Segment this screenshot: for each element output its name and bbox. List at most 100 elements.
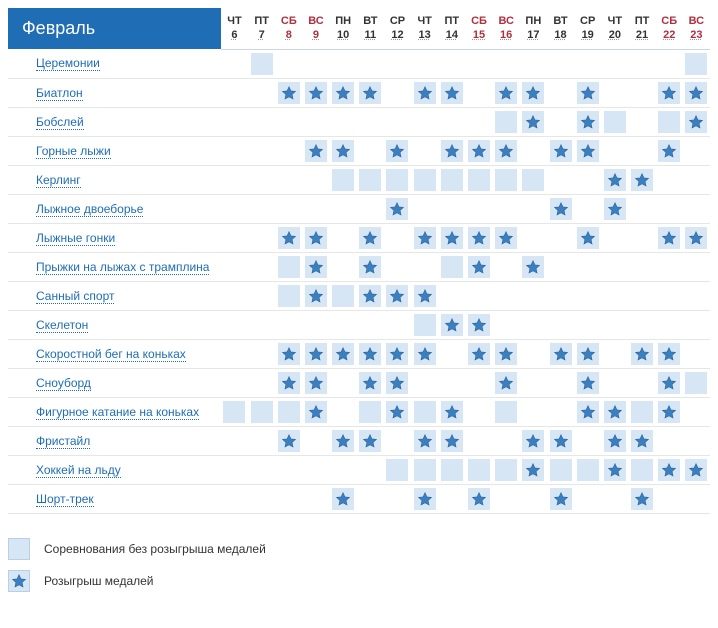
day-cell[interactable] <box>384 281 411 310</box>
day-cell[interactable] <box>628 426 655 455</box>
day-cell[interactable] <box>411 78 438 107</box>
day-cell[interactable] <box>683 368 710 397</box>
sport-link[interactable]: Бобслей <box>36 115 84 130</box>
day-cell[interactable] <box>683 107 710 136</box>
day-header[interactable]: ЧТ6 <box>221 8 248 49</box>
day-header[interactable]: СР12 <box>384 8 411 49</box>
day-cell[interactable] <box>574 78 601 107</box>
sport-link[interactable]: Горные лыжи <box>36 144 111 159</box>
day-header[interactable]: СБ8 <box>275 8 302 49</box>
day-cell[interactable] <box>384 136 411 165</box>
day-cell[interactable] <box>601 165 628 194</box>
day-cell[interactable] <box>520 107 547 136</box>
day-cell[interactable] <box>493 223 520 252</box>
day-cell[interactable] <box>384 339 411 368</box>
day-cell[interactable] <box>357 223 384 252</box>
day-cell[interactable] <box>357 397 384 426</box>
day-cell[interactable] <box>520 78 547 107</box>
day-header[interactable]: ПТ21 <box>628 8 655 49</box>
day-cell[interactable] <box>384 455 411 484</box>
day-cell[interactable] <box>601 426 628 455</box>
sport-link[interactable]: Хоккей на льду <box>36 463 121 478</box>
day-cell[interactable] <box>302 223 329 252</box>
day-cell[interactable] <box>438 397 465 426</box>
day-cell[interactable] <box>302 368 329 397</box>
day-cell[interactable] <box>465 136 492 165</box>
day-header[interactable]: ПТ7 <box>248 8 275 49</box>
day-cell[interactable] <box>493 165 520 194</box>
day-cell[interactable] <box>520 165 547 194</box>
day-cell[interactable] <box>411 281 438 310</box>
day-cell[interactable] <box>656 339 683 368</box>
day-cell[interactable] <box>656 455 683 484</box>
day-cell[interactable] <box>628 165 655 194</box>
sport-link[interactable]: Скелетон <box>36 318 88 333</box>
day-cell[interactable] <box>683 455 710 484</box>
day-cell[interactable] <box>411 455 438 484</box>
day-cell[interactable] <box>411 339 438 368</box>
day-cell[interactable] <box>302 397 329 426</box>
day-cell[interactable] <box>275 426 302 455</box>
day-cell[interactable] <box>438 165 465 194</box>
day-cell[interactable] <box>357 165 384 194</box>
day-cell[interactable] <box>411 223 438 252</box>
day-cell[interactable] <box>302 252 329 281</box>
sport-link[interactable]: Фристайл <box>36 434 90 449</box>
day-cell[interactable] <box>330 339 357 368</box>
day-header[interactable]: ЧТ13 <box>411 8 438 49</box>
day-cell[interactable] <box>601 107 628 136</box>
day-cell[interactable] <box>275 281 302 310</box>
day-cell[interactable] <box>465 165 492 194</box>
day-cell[interactable] <box>330 281 357 310</box>
day-cell[interactable] <box>357 339 384 368</box>
day-cell[interactable] <box>683 78 710 107</box>
day-cell[interactable] <box>384 165 411 194</box>
day-cell[interactable] <box>330 136 357 165</box>
day-cell[interactable] <box>248 49 275 78</box>
day-cell[interactable] <box>656 136 683 165</box>
day-header[interactable]: ПТ14 <box>438 8 465 49</box>
day-cell[interactable] <box>302 136 329 165</box>
day-cell[interactable] <box>628 484 655 513</box>
day-cell[interactable] <box>547 484 574 513</box>
sport-link[interactable]: Керлинг <box>36 173 81 188</box>
day-header[interactable]: ВТ18 <box>547 8 574 49</box>
sport-link[interactable]: Сноуборд <box>36 376 91 391</box>
day-cell[interactable] <box>465 223 492 252</box>
day-cell[interactable] <box>628 339 655 368</box>
day-cell[interactable] <box>438 252 465 281</box>
day-header[interactable]: СБ15 <box>465 8 492 49</box>
day-cell[interactable] <box>330 426 357 455</box>
day-cell[interactable] <box>465 252 492 281</box>
sport-link[interactable]: Лыжные гонки <box>36 231 115 246</box>
day-cell[interactable] <box>357 252 384 281</box>
sport-link[interactable]: Санный спорт <box>36 289 114 304</box>
day-cell[interactable] <box>465 339 492 368</box>
day-cell[interactable] <box>547 194 574 223</box>
day-cell[interactable] <box>384 397 411 426</box>
day-cell[interactable] <box>465 455 492 484</box>
day-header[interactable]: ВТ11 <box>357 8 384 49</box>
day-cell[interactable] <box>411 426 438 455</box>
day-cell[interactable] <box>438 223 465 252</box>
day-cell[interactable] <box>628 455 655 484</box>
day-cell[interactable] <box>574 397 601 426</box>
day-cell[interactable] <box>465 310 492 339</box>
day-cell[interactable] <box>411 397 438 426</box>
day-header[interactable]: СР19 <box>574 8 601 49</box>
day-cell[interactable] <box>656 78 683 107</box>
day-cell[interactable] <box>357 368 384 397</box>
sport-link[interactable]: Фигурное катание на коньках <box>36 405 199 420</box>
day-cell[interactable] <box>574 339 601 368</box>
day-cell[interactable] <box>493 107 520 136</box>
day-header[interactable]: ВС16 <box>493 8 520 49</box>
day-header[interactable]: ЧТ20 <box>601 8 628 49</box>
day-cell[interactable] <box>656 368 683 397</box>
day-header[interactable]: ВС23 <box>683 8 710 49</box>
day-cell[interactable] <box>438 78 465 107</box>
day-cell[interactable] <box>411 310 438 339</box>
day-cell[interactable] <box>547 455 574 484</box>
day-cell[interactable] <box>574 136 601 165</box>
day-cell[interactable] <box>683 223 710 252</box>
day-cell[interactable] <box>628 397 655 426</box>
